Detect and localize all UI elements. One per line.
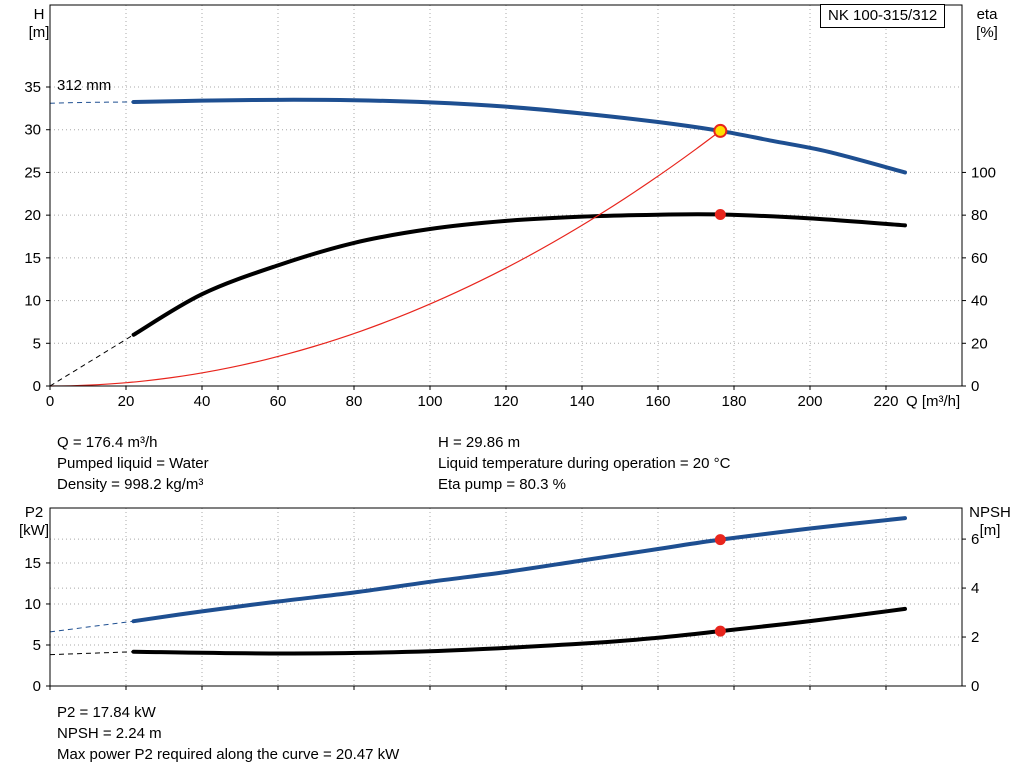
x-tick-label: 80 [346,393,363,410]
head-readout: H = 29.86 m [438,434,521,451]
x-tick-label: 120 [493,393,518,410]
duty-readouts-right: H = 29.86 m Liquid temperature during op… [438,432,730,495]
efficiency-curve-dashed-extension [49,334,134,387]
y-left-tick-label: 0 [33,378,41,395]
y-left-tick-label: 5 [33,335,41,352]
y-right-tick-label: 40 [971,293,988,310]
qh-eta-chart[interactable]: 0 20 40 60 80 100 120 140 160 180 200 2200510152025… [24,4,996,410]
axis-title-line: [kW] [19,522,49,539]
p2-axis-title: P2 [kW] [12,504,56,540]
y-right-tick-label: 60 [971,250,988,267]
eta-axis-title: eta [%] [966,6,1008,42]
duty-point[interactable] [713,123,728,138]
y-right-tick-label: 6 [971,531,979,548]
x-tick-label: 140 [569,393,594,410]
y-left-tick-label: 30 [24,122,41,139]
efficiency-curve[interactable] [131,212,907,337]
y-left-tick-label: 10 [24,596,41,613]
plot-border [49,4,963,387]
y-left-tick-label: 15 [24,555,41,572]
max-power-readout: Max power P2 required along the curve = … [57,746,400,763]
x-tick-label: 180 [721,393,746,410]
flow-readout: Q = 176.4 m³/h [57,434,158,451]
pump-type-box: NK 100-315/312 [820,4,946,28]
npsh-point[interactable] [714,625,726,637]
x-tick-label: 60 [270,393,287,410]
y-right-tick-label: 0 [971,678,979,695]
pump-type-label: NK 100-315/312 [828,7,938,24]
npsh-curve[interactable] [131,606,907,656]
duty-readouts-left: Q = 176.4 m³/h Pumped liquid = Water Den… [57,432,209,495]
impeller-diameter-label: 312 mm [57,77,112,94]
x-tick-label: 160 [645,393,670,410]
pumped-liquid-readout: Pumped liquid = Water [57,455,209,472]
system-curve[interactable] [49,130,721,387]
x-tick-label: 0 [46,393,54,410]
y-left-tick-label: 25 [24,164,41,181]
y-right-tick-label: 0 [971,378,979,395]
y-right-tick-label: 80 [971,207,988,224]
y-right-tick-label: 2 [971,629,979,646]
p2-curve-dashed-extension [49,620,134,633]
axis-title-line: [m] [979,522,1001,539]
axis-title-line: [m] [28,24,50,41]
y-right-tick-label: 100 [971,164,996,181]
y-left-tick-label: 20 [24,207,41,224]
p2-readout: P2 = 17.84 kW [57,704,156,721]
x-tick-label: 20 [118,393,135,410]
axis-title-line: eta [976,6,998,23]
y-left-tick-label: 15 [24,250,41,267]
y-left-tick-label: 35 [24,79,41,96]
axis-title-line: P2 [24,504,44,521]
liquid-temperature-readout: Liquid temperature during operation = 20… [438,455,731,472]
y-left-tick-label: 5 [33,637,41,654]
npsh-curve-dashed-extension [49,651,134,656]
y-right-tick-label: 20 [971,335,988,352]
power-readouts: P2 = 17.84 kW NPSH = 2.24 m Max power P2… [57,702,399,765]
p2-point[interactable] [714,534,726,546]
y-right-tick-label: 4 [971,580,979,597]
eta-pump-readout: Eta pump = 80.3 % [438,476,566,493]
axis-title-line: NPSH [969,504,1011,521]
npsh-readout: NPSH = 2.24 m [57,725,162,742]
y-left-tick-label: 10 [24,293,41,310]
npsh-axis-title: NPSH [m] [962,504,1018,540]
density-readout: Density = 998.2 kg/m³ [57,476,204,493]
h-axis-title: H [m] [22,6,56,42]
head-curve[interactable] [131,97,907,175]
axis-title-line: [%] [976,24,998,41]
p2-npsh-chart[interactable]: 0 5 10 15 0 2 4 6 [24,507,979,695]
x-tick-label: 100 [417,393,442,410]
q-axis-title: Q [m³/h] [906,393,961,410]
axis-title-line: H [33,6,45,23]
x-tick-label: 200 [797,393,822,410]
head-curve-dashed-extension [49,101,134,104]
x-tick-label: 220 [873,393,898,410]
p2-curve[interactable] [131,516,907,624]
y-left-tick-label: 0 [33,678,41,695]
efficiency-point[interactable] [714,209,726,221]
x-tick-label: 40 [194,393,211,410]
